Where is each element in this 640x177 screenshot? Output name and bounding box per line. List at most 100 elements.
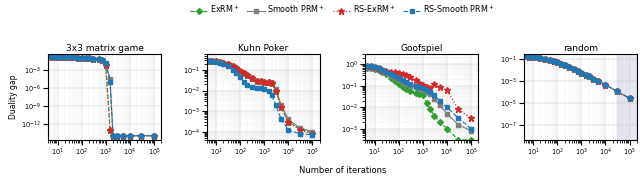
ExRM$^+$ (113, 135, 121, 137)
ExRM$^+$ (150, 135, 158, 137)
Smooth PRM$^+$ (106, 78, 114, 80)
ExRM$^+$ (65, 56, 73, 58)
RS-Smooth PRM$^+$ (58, 56, 66, 58)
ExRM$^+$ (61, 56, 68, 58)
ExRM$^+$ (85, 57, 93, 59)
RS-ExRM$^+$ (138, 135, 145, 137)
RS-Smooth PRM$^+$ (109, 135, 117, 137)
Smooth PRM$^+$ (58, 56, 66, 58)
RS-Smooth PRM$^+$ (50, 55, 58, 58)
Title: random: random (563, 44, 598, 53)
Smooth PRM$^+$ (150, 135, 158, 137)
ExRM$^+$ (78, 57, 86, 59)
RS-Smooth PRM$^+$ (95, 58, 102, 60)
RS-ExRM$^+$ (54, 56, 61, 58)
ExRM$^+$ (47, 55, 54, 58)
ExRM$^+$ (74, 56, 82, 59)
RS-Smooth PRM$^+$ (113, 135, 121, 137)
Smooth PRM$^+$ (78, 57, 86, 59)
Smooth PRM$^+$ (65, 56, 73, 58)
RS-Smooth PRM$^+$ (65, 56, 73, 58)
RS-ExRM$^+$ (109, 135, 117, 137)
Smooth PRM$^+$ (54, 56, 61, 58)
Smooth PRM$^+$ (138, 135, 145, 137)
RS-ExRM$^+$ (50, 55, 58, 58)
Smooth PRM$^+$ (85, 57, 93, 59)
ExRM$^+$ (102, 64, 109, 67)
RS-Smooth PRM$^+$ (78, 57, 86, 59)
ExRM$^+$ (98, 59, 106, 61)
Line: RS-Smooth PRM$^+$: RS-Smooth PRM$^+$ (48, 55, 156, 138)
ExRM$^+$ (106, 129, 114, 131)
Smooth PRM$^+$ (119, 135, 127, 137)
RS-Smooth PRM$^+$ (61, 56, 68, 58)
RS-Smooth PRM$^+$ (70, 56, 78, 58)
RS-ExRM$^+$ (98, 59, 106, 61)
Smooth PRM$^+$ (126, 135, 134, 137)
RS-Smooth PRM$^+$ (90, 58, 97, 60)
Text: Number of iterations: Number of iterations (299, 166, 386, 175)
Smooth PRM$^+$ (61, 56, 68, 58)
RS-Smooth PRM$^+$ (47, 55, 54, 58)
RS-Smooth PRM$^+$ (138, 135, 145, 137)
RS-Smooth PRM$^+$ (74, 56, 82, 59)
RS-ExRM$^+$ (58, 56, 66, 58)
Line: Smooth PRM$^+$: Smooth PRM$^+$ (48, 55, 156, 138)
RS-ExRM$^+$ (95, 58, 102, 60)
ExRM$^+$ (119, 135, 127, 137)
ExRM$^+$ (70, 56, 78, 58)
Smooth PRM$^+$ (113, 135, 121, 137)
ExRM$^+$ (109, 135, 117, 137)
RS-ExRM$^+$ (61, 56, 68, 58)
RS-Smooth PRM$^+$ (98, 59, 106, 61)
Title: Kuhn Poker: Kuhn Poker (238, 44, 288, 53)
Title: Goofspiel: Goofspiel (401, 44, 443, 53)
RS-Smooth PRM$^+$ (126, 135, 134, 137)
RS-Smooth PRM$^+$ (119, 135, 127, 137)
Bar (617, 54, 637, 140)
RS-Smooth PRM$^+$ (82, 57, 90, 59)
Smooth PRM$^+$ (109, 135, 117, 137)
ExRM$^+$ (95, 58, 102, 60)
RS-Smooth PRM$^+$ (85, 57, 93, 59)
ExRM$^+$ (82, 57, 90, 59)
RS-ExRM$^+$ (106, 129, 114, 131)
Smooth PRM$^+$ (90, 58, 97, 60)
RS-Smooth PRM$^+$ (150, 135, 158, 137)
Line: RS-ExRM$^+$: RS-ExRM$^+$ (47, 53, 157, 139)
Smooth PRM$^+$ (50, 55, 58, 58)
RS-ExRM$^+$ (70, 56, 78, 58)
RS-ExRM$^+$ (85, 57, 93, 59)
Line: ExRM$^+$: ExRM$^+$ (48, 55, 156, 138)
RS-ExRM$^+$ (65, 56, 73, 58)
Smooth PRM$^+$ (74, 56, 82, 59)
RS-Smooth PRM$^+$ (54, 56, 61, 58)
Smooth PRM$^+$ (102, 63, 109, 65)
RS-ExRM$^+$ (90, 58, 97, 60)
ExRM$^+$ (138, 135, 145, 137)
Smooth PRM$^+$ (47, 55, 54, 58)
RS-ExRM$^+$ (74, 56, 82, 59)
RS-Smooth PRM$^+$ (102, 62, 109, 64)
RS-ExRM$^+$ (47, 55, 54, 58)
RS-ExRM$^+$ (78, 57, 86, 59)
RS-Smooth PRM$^+$ (106, 81, 114, 83)
RS-ExRM$^+$ (82, 57, 90, 59)
Y-axis label: Duality gap: Duality gap (10, 75, 19, 119)
RS-ExRM$^+$ (102, 64, 109, 67)
RS-ExRM$^+$ (113, 135, 121, 137)
Smooth PRM$^+$ (82, 57, 90, 59)
ExRM$^+$ (126, 135, 134, 137)
Smooth PRM$^+$ (95, 58, 102, 60)
RS-ExRM$^+$ (119, 135, 127, 137)
ExRM$^+$ (58, 56, 66, 58)
Legend: ExRM$^+$, Smooth PRM$^+$, RS-ExRM$^+$, RS-Smooth PRM$^+$: ExRM$^+$, Smooth PRM$^+$, RS-ExRM$^+$, R… (187, 1, 498, 19)
Smooth PRM$^+$ (98, 59, 106, 61)
Smooth PRM$^+$ (70, 56, 78, 58)
ExRM$^+$ (90, 58, 97, 60)
ExRM$^+$ (50, 55, 58, 58)
RS-ExRM$^+$ (126, 135, 134, 137)
ExRM$^+$ (54, 56, 61, 58)
RS-ExRM$^+$ (150, 135, 158, 137)
Title: 3x3 matrix game: 3x3 matrix game (66, 44, 143, 53)
